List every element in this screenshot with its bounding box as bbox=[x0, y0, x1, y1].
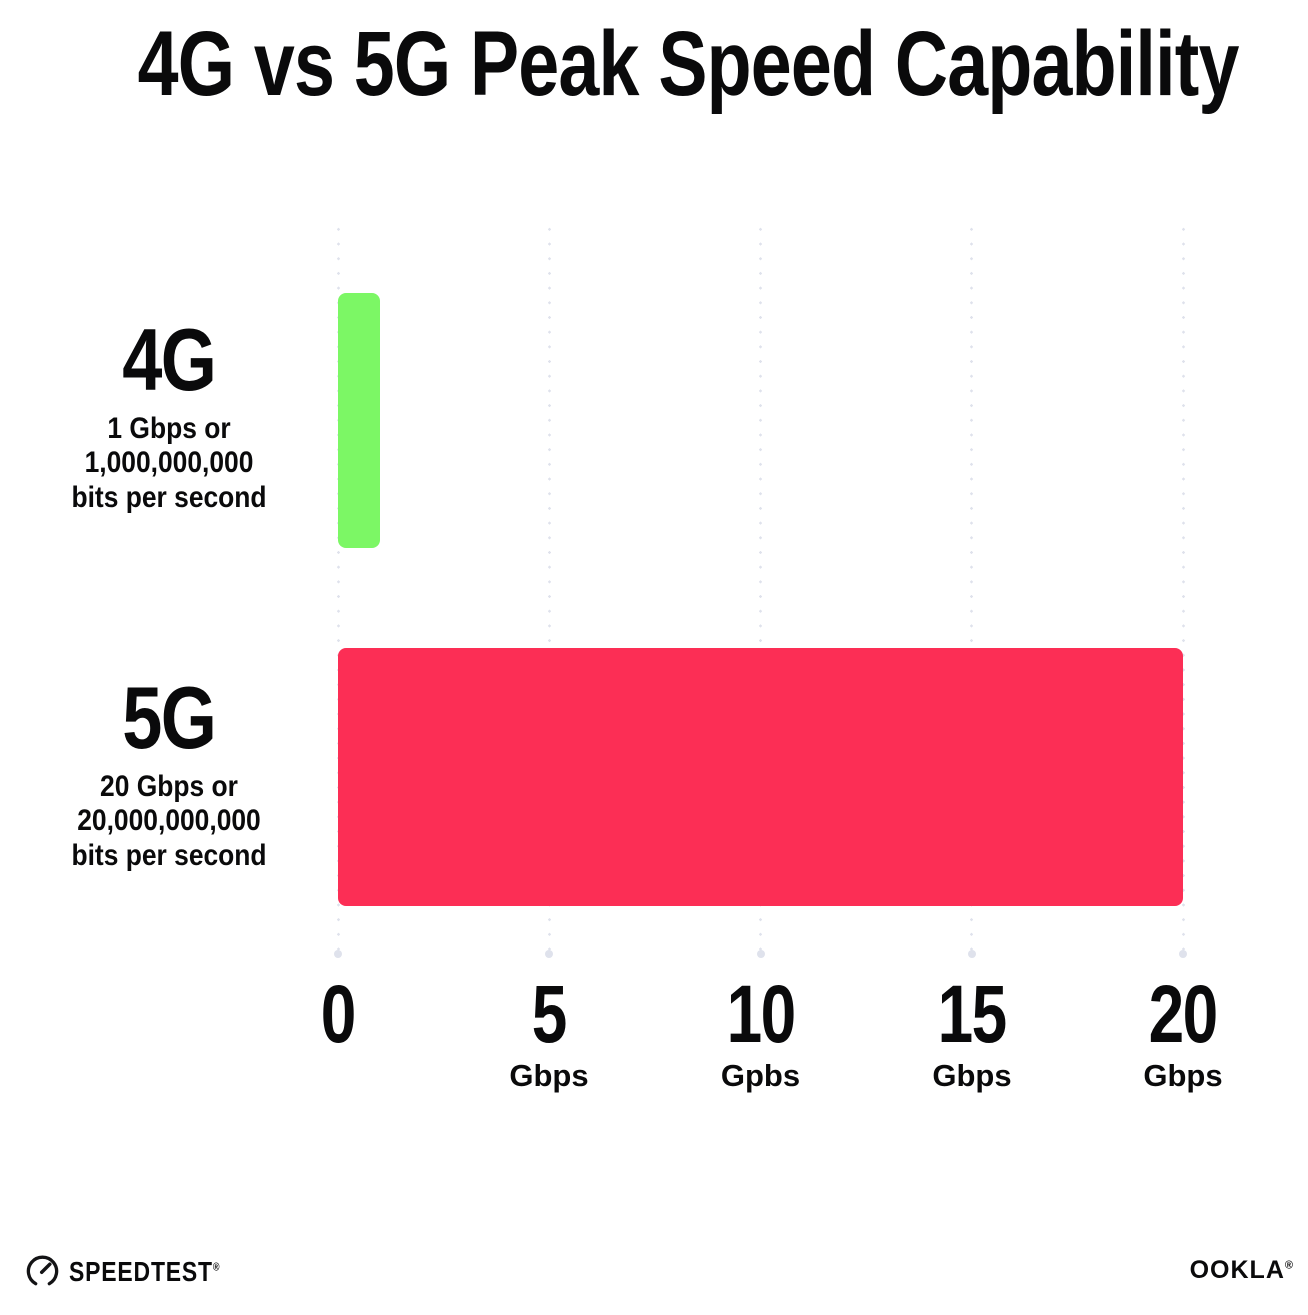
x-tick-20: 20 Gbps bbox=[1073, 969, 1293, 1093]
gridline-5 bbox=[547, 222, 551, 952]
sublabel-line: 20,000,000,000 bbox=[77, 804, 261, 838]
sublabel-line: 1 Gbps or bbox=[107, 411, 231, 445]
x-tick-20-unit: Gbps bbox=[1143, 1058, 1223, 1093]
ookla-logo: OOKLA® bbox=[1190, 1256, 1294, 1285]
gridline-20 bbox=[1181, 222, 1185, 952]
sublabel-line: bits per second bbox=[71, 839, 267, 873]
x-tick-0-value: 0 bbox=[320, 969, 357, 1060]
speedtest-logo: SPEEDTEST® bbox=[24, 1253, 254, 1290]
x-tick-10: 10 Gpbs bbox=[651, 969, 871, 1093]
bar-4g bbox=[338, 293, 381, 548]
speedtest-wordmark: SPEEDTEST® bbox=[69, 1255, 221, 1287]
sublabel-line: 1,000,000,000 bbox=[84, 446, 254, 480]
chart-title-row: 4G vs 5G Peak Speed Capability bbox=[0, 18, 1308, 110]
row-label-4g-title: 4G bbox=[122, 310, 218, 409]
x-tick-10-unit: Gpbs bbox=[720, 1058, 801, 1093]
x-tick-5: 5 Gbps bbox=[439, 969, 659, 1093]
row-label-4g: 4G 1 Gbps or 1,000,000,000 bits per seco… bbox=[28, 310, 310, 516]
bar-5g bbox=[338, 648, 1183, 906]
row-label-5g-sublabel: 20 Gbps or 20,000,000,000 bits per secon… bbox=[45, 770, 293, 874]
x-tick-10-value: 10 bbox=[726, 969, 796, 1060]
x-tick-15: 15 Gbps bbox=[862, 969, 1082, 1093]
chart-title: 4G vs 5G Peak Speed Capability bbox=[137, 13, 1240, 115]
speedtest-gauge-icon bbox=[24, 1253, 61, 1290]
row-label-5g-title: 5G bbox=[122, 668, 218, 767]
x-tick-5-unit: Gbps bbox=[509, 1058, 589, 1093]
x-tick-15-value: 15 bbox=[937, 969, 1008, 1060]
ookla-wordmark: OOKLA bbox=[1189, 1256, 1285, 1284]
gridline-0 bbox=[336, 222, 340, 952]
x-tick-5-value: 5 bbox=[531, 969, 568, 1060]
sublabel-line: bits per second bbox=[71, 481, 267, 515]
sublabel-line: 20 Gbps or bbox=[100, 769, 238, 803]
row-label-4g-sublabel: 1 Gbps or 1,000,000,000 bits per second bbox=[45, 412, 293, 516]
ookla-trademark: ® bbox=[1284, 1259, 1294, 1272]
x-tick-20-value: 20 bbox=[1148, 969, 1219, 1060]
x-tick-0: 0 bbox=[228, 974, 448, 1060]
row-label-5g: 5G 20 Gbps or 20,000,000,000 bits per se… bbox=[28, 668, 310, 874]
gridline-15 bbox=[970, 222, 974, 952]
speedtest-trademark: ® bbox=[212, 1261, 221, 1274]
x-tick-15-unit: Gbps bbox=[932, 1058, 1012, 1093]
gridline-10 bbox=[759, 222, 762, 952]
